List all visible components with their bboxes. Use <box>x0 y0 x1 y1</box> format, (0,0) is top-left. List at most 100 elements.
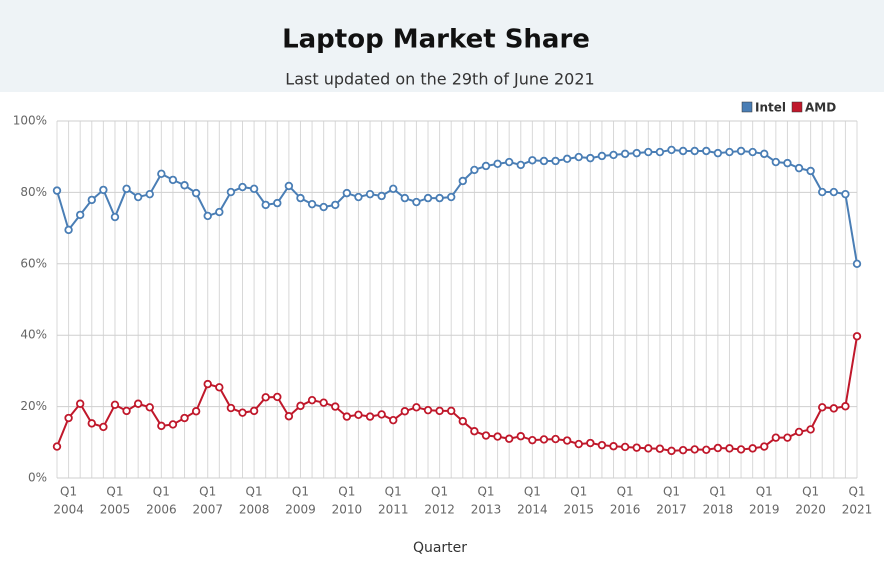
legend-label: Intel <box>755 101 786 115</box>
data-point <box>249 406 259 416</box>
data-point <box>504 157 514 167</box>
x-tick-label: Q1 <box>292 485 309 499</box>
data-point <box>365 412 375 421</box>
legend-swatch <box>741 101 753 113</box>
data-point <box>516 160 525 170</box>
x-tick-label: Q1 <box>385 485 402 499</box>
data-point <box>644 444 653 453</box>
x-tick-label: Q1 <box>338 485 355 499</box>
data-point <box>52 442 62 451</box>
data-point <box>771 157 781 167</box>
data-point <box>435 406 444 416</box>
data-point <box>307 395 317 405</box>
data-point <box>725 147 734 157</box>
data-point <box>273 198 282 208</box>
x-tick-label: Q1 <box>848 485 865 499</box>
data-point <box>331 200 340 210</box>
data-point <box>597 440 607 450</box>
data-point <box>528 435 537 445</box>
x-tick-label: Q1 <box>756 485 773 499</box>
data-point <box>238 408 247 417</box>
data-point <box>354 192 363 202</box>
data-point <box>64 413 73 423</box>
x-tick-year: 2009 <box>285 503 316 517</box>
x-tick-year: 2008 <box>239 503 270 517</box>
data-point <box>690 445 699 454</box>
data-point <box>760 149 769 159</box>
data-point <box>226 403 236 413</box>
data-point <box>516 432 525 441</box>
data-point <box>412 403 421 412</box>
data-point <box>412 197 421 207</box>
data-point <box>597 151 607 161</box>
y-tick-label: 100% <box>13 114 47 128</box>
data-point <box>574 152 583 162</box>
data-point <box>678 146 688 156</box>
data-point <box>87 195 96 205</box>
data-point <box>180 181 189 190</box>
data-point <box>748 444 757 453</box>
data-point <box>504 434 514 443</box>
data-point <box>620 149 630 159</box>
data-point <box>284 181 294 191</box>
data-point <box>481 431 491 440</box>
x-tick-year: 2005 <box>100 503 131 517</box>
data-point <box>551 434 560 444</box>
x-tick-label: Q1 <box>199 485 216 499</box>
data-point <box>319 202 328 212</box>
data-point <box>203 211 212 221</box>
data-point <box>783 433 792 442</box>
data-point <box>145 403 154 412</box>
series-line <box>56 336 858 452</box>
data-point <box>806 166 815 176</box>
data-point <box>562 436 572 445</box>
data-point <box>829 187 839 197</box>
x-tick-label: Q1 <box>60 485 77 499</box>
data-point <box>655 147 665 157</box>
x-tick-label: Q1 <box>477 485 494 499</box>
data-point <box>632 443 641 452</box>
data-point <box>818 187 827 197</box>
data-point <box>702 445 711 454</box>
data-point <box>458 176 467 186</box>
data-point <box>771 433 781 442</box>
x-tick-year: 2019 <box>749 503 780 517</box>
data-point <box>551 156 560 166</box>
data-point <box>667 145 676 155</box>
data-point <box>261 393 270 402</box>
data-point <box>238 182 247 192</box>
data-point <box>400 407 410 416</box>
data-point <box>133 399 143 408</box>
header-band <box>0 0 884 92</box>
data-point <box>423 405 433 415</box>
x-tick-label: Q1 <box>709 485 726 499</box>
data-point <box>458 417 467 426</box>
data-point <box>389 184 398 194</box>
data-point <box>389 415 398 425</box>
x-tick-year: 2014 <box>517 503 548 517</box>
x-tick-label: Q1 <box>663 485 680 499</box>
x-tick-year: 2012 <box>424 503 455 517</box>
data-point <box>377 191 386 201</box>
data-point <box>319 398 328 407</box>
data-point <box>609 150 618 160</box>
x-tick-label: Q1 <box>570 485 587 499</box>
x-tick-year: 2007 <box>192 503 223 517</box>
data-point <box>226 187 236 197</box>
data-point <box>841 189 850 199</box>
x-tick-year: 2013 <box>471 503 502 517</box>
x-tick-label: Q1 <box>106 485 123 499</box>
data-point <box>481 161 491 171</box>
data-point <box>400 193 410 203</box>
data-point <box>122 406 131 416</box>
x-tick-year: 2016 <box>610 503 641 517</box>
data-point <box>447 406 456 416</box>
x-tick-label: Q1 <box>524 485 541 499</box>
data-point <box>203 379 212 389</box>
data-point <box>447 192 456 202</box>
data-point <box>157 421 166 431</box>
data-point <box>354 410 363 420</box>
data-point <box>75 399 85 408</box>
data-point <box>122 184 131 194</box>
data-point <box>562 154 572 164</box>
